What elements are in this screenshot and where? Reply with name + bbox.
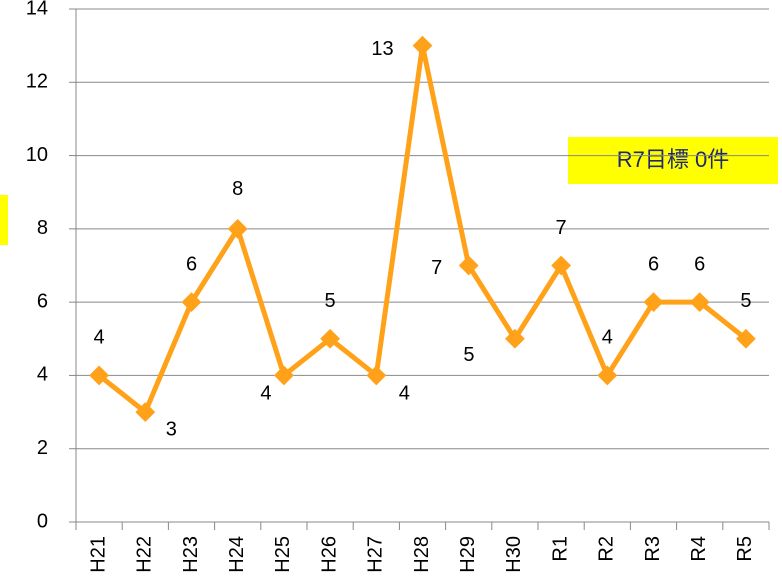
data-label: 4 bbox=[260, 383, 271, 405]
data-label: 6 bbox=[694, 253, 705, 275]
marker bbox=[181, 292, 202, 313]
x-tick-label: H29 bbox=[457, 536, 479, 573]
marker bbox=[227, 218, 248, 239]
marker bbox=[643, 292, 664, 313]
x-tick-label: H30 bbox=[503, 536, 525, 573]
marker bbox=[274, 365, 294, 386]
marker bbox=[505, 328, 525, 349]
y-tick-label: 8 bbox=[37, 217, 48, 239]
data-label: 7 bbox=[431, 257, 442, 279]
data-label: 13 bbox=[371, 38, 393, 60]
data-label: 4 bbox=[94, 327, 105, 349]
data-label: 6 bbox=[186, 253, 197, 275]
y-tick-label: 4 bbox=[37, 364, 48, 386]
marker bbox=[597, 365, 618, 386]
y-tick-label: 6 bbox=[37, 290, 48, 312]
x-tick-label: H25 bbox=[272, 536, 294, 573]
data-label: 6 bbox=[648, 253, 659, 275]
y-tick-label: 0 bbox=[37, 510, 48, 532]
marker bbox=[458, 255, 479, 276]
annotation: R7目標 0件 bbox=[617, 147, 729, 172]
data-label: 5 bbox=[463, 344, 474, 366]
x-tick-label: H21 bbox=[87, 536, 109, 573]
marker bbox=[689, 292, 710, 313]
data-label: 4 bbox=[399, 383, 410, 405]
data-label: 5 bbox=[325, 290, 336, 312]
x-tick-label: R1 bbox=[549, 536, 571, 562]
marker bbox=[736, 328, 756, 349]
marker bbox=[89, 365, 109, 386]
x-tick-label: H23 bbox=[180, 536, 202, 573]
marker bbox=[366, 365, 387, 386]
y-tick-label: 12 bbox=[26, 71, 48, 93]
x-tick-label: R3 bbox=[642, 536, 664, 562]
x-tick-label: H24 bbox=[226, 536, 248, 573]
marker bbox=[320, 328, 340, 349]
y-tick-label: 2 bbox=[37, 437, 48, 459]
x-tick-label: R2 bbox=[596, 536, 618, 562]
cropped-label-box bbox=[0, 195, 8, 245]
data-label: 7 bbox=[556, 217, 567, 239]
data-label: 8 bbox=[232, 178, 243, 200]
data-label: 5 bbox=[740, 290, 751, 312]
marker bbox=[135, 402, 156, 422]
x-tick-label: H26 bbox=[318, 536, 340, 573]
y-tick-label: 10 bbox=[26, 144, 48, 166]
x-tick-label: R4 bbox=[688, 536, 710, 562]
marker bbox=[551, 255, 571, 276]
x-tick-label: H22 bbox=[134, 536, 156, 573]
x-tick-label: H28 bbox=[411, 536, 433, 573]
marker bbox=[412, 35, 433, 56]
data-label: 4 bbox=[602, 327, 613, 349]
x-tick-label: R5 bbox=[734, 536, 756, 562]
x-tick-label: H27 bbox=[365, 536, 387, 573]
annotation-box bbox=[568, 137, 778, 184]
y-tick-label: 14 bbox=[26, 0, 48, 19]
data-label: 3 bbox=[166, 418, 177, 440]
